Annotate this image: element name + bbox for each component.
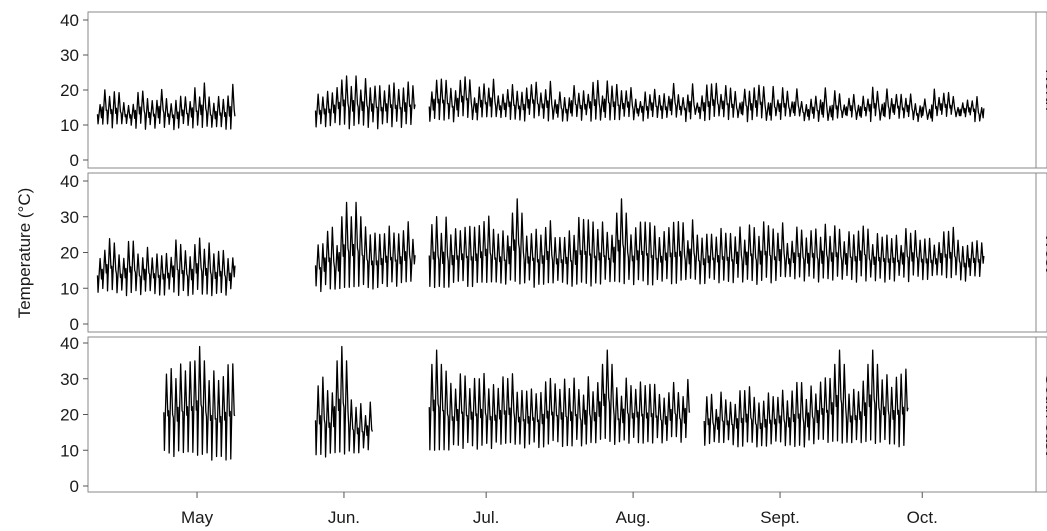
y-tick-label: 0 <box>70 151 79 170</box>
temperature-series-segment <box>314 75 416 130</box>
facet-label: West <box>1042 233 1047 272</box>
y-tick-label: 30 <box>60 370 79 389</box>
x-tick-label: Sept. <box>760 508 800 527</box>
temperature-series-segment <box>703 349 909 448</box>
facet-label: South east <box>1042 374 1047 456</box>
temperature-series-segment <box>96 82 236 131</box>
temperature-series-segment <box>428 76 985 123</box>
y-axis-title: Temperature (°C) <box>15 188 34 319</box>
panel-frame-1 <box>87 11 1037 169</box>
temperature-series-segment <box>96 237 236 297</box>
x-tick-label: Oct. <box>907 508 938 527</box>
x-tick-label: Aug. <box>616 508 651 527</box>
y-tick-label: 0 <box>70 315 79 334</box>
y-tick-label: 10 <box>60 116 79 135</box>
y-tick-label: 0 <box>70 477 79 496</box>
facet-strip-2 <box>1035 172 1047 333</box>
facet-label: North <box>1042 69 1047 111</box>
temperature-series-segment <box>428 198 985 289</box>
x-tick-label: Jul. <box>473 508 499 527</box>
temperature-series-segment <box>314 201 416 293</box>
y-tick-label: 20 <box>60 81 79 100</box>
temperature-series-segment <box>314 345 374 458</box>
y-tick-label: 20 <box>60 406 79 425</box>
y-tick-label: 30 <box>60 46 79 65</box>
facet-strip-3 <box>1035 336 1047 493</box>
y-tick-label: 30 <box>60 208 79 227</box>
x-tick-label: May <box>181 508 214 527</box>
y-tick-label: 20 <box>60 244 79 263</box>
facet-strip-1 <box>1035 11 1047 169</box>
x-tick-label: Jun. <box>328 508 360 527</box>
temperature-series-segment <box>163 345 236 461</box>
y-tick-label: 40 <box>60 334 79 353</box>
y-tick-label: 40 <box>60 11 79 30</box>
y-tick-label: 10 <box>60 441 79 460</box>
panel-frame-2 <box>87 172 1037 333</box>
y-tick-label: 10 <box>60 279 79 298</box>
y-tick-label: 40 <box>60 172 79 191</box>
temperature-series-segment <box>428 349 691 451</box>
